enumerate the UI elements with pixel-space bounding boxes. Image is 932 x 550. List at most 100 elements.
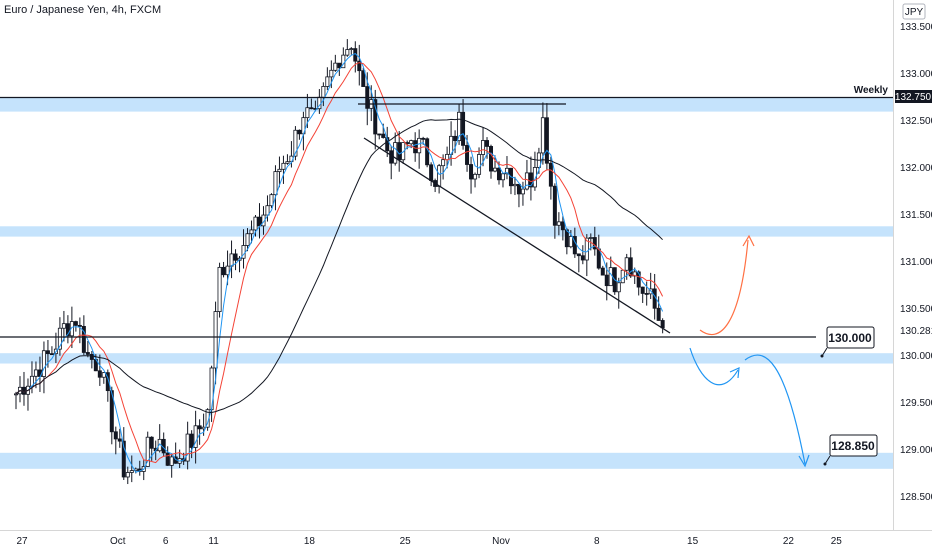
candle-body (373, 99, 378, 135)
candle-body (297, 129, 302, 135)
bearish-retest-arrow[interactable] (689, 347, 739, 386)
candle-body (496, 167, 501, 181)
x-tick-label: 8 (594, 536, 600, 547)
callout-target-text: 128.850 (831, 439, 875, 453)
weekly-price-badge (895, 90, 932, 103)
candle-body (540, 117, 545, 154)
candle-body (481, 140, 486, 155)
candle-body (33, 369, 38, 377)
candle-body (81, 326, 86, 353)
candle-body (409, 140, 414, 145)
candle-body (233, 253, 238, 261)
candle-body (560, 221, 565, 231)
candle-body (273, 171, 278, 196)
candle-body (544, 117, 549, 164)
candle-body (285, 161, 290, 164)
candle-body (73, 321, 78, 326)
currency-badge[interactable] (902, 3, 926, 20)
candle-body (49, 353, 54, 356)
candle-body (492, 167, 497, 172)
candle-body (117, 438, 122, 442)
time-axis[interactable]: 27 Oct 6 11 18 25 Nov 8 15 22 25 (16, 536, 842, 547)
candle-body (361, 70, 366, 87)
y-tick-label: 129.000 (900, 445, 932, 456)
candle-body (109, 390, 114, 433)
candle-body (249, 229, 254, 235)
ma-mid-line (15, 62, 664, 464)
weekly-label: Weekly (854, 85, 889, 96)
candle-body (624, 257, 629, 271)
bearish-target-arrow[interactable] (744, 354, 806, 465)
candle-body (592, 237, 597, 250)
weekly-price-label: 132.750 (895, 92, 932, 103)
candle-body (149, 436, 154, 449)
candle-body (504, 167, 509, 175)
x-tick-label: 25 (400, 536, 412, 547)
candle-body (608, 267, 613, 287)
currency-label: JPY (905, 7, 924, 18)
price-axis[interactable]: 133.500 133.000 132.500 132.000 131.500 131.0… (900, 22, 932, 503)
candle-body (524, 172, 529, 190)
candle-body (473, 173, 478, 180)
y-tick-label: 133.500 (900, 22, 932, 33)
candle-body (193, 425, 198, 448)
candle-body (89, 354, 94, 360)
bullish-projection-arrow[interactable] (699, 239, 749, 336)
zone-zone-128-9 (0, 452, 893, 469)
candle-body (77, 324, 82, 327)
candle-body (437, 165, 442, 187)
candle-body (41, 350, 46, 377)
y-tick-label: 131.000 (900, 257, 932, 268)
candle-body (65, 323, 70, 337)
candle-body (357, 60, 362, 72)
y-tick-label: 132.500 (900, 116, 932, 127)
candle-body (333, 62, 338, 71)
candle-body (620, 269, 625, 284)
y-tick-label: 130.000 (900, 351, 932, 362)
candle-body (97, 370, 102, 378)
y-tick-label: 131.500 (900, 210, 932, 221)
y-tick-label: 132.000 (900, 163, 932, 174)
candle-body (532, 167, 537, 188)
y-tick-label: 128.500 (900, 492, 932, 503)
bearish-retest-arrowhead (729, 367, 740, 379)
candle-body (217, 266, 222, 312)
candle-body (197, 425, 202, 430)
candle-body (277, 168, 282, 173)
candle-body (381, 133, 386, 138)
candle-body (568, 236, 573, 248)
callout-target[interactable]: 128.850 (823, 434, 878, 466)
candle-body (349, 48, 354, 50)
candle-body (477, 154, 482, 175)
candle-body (457, 111, 462, 142)
y-tick-label: 129.500 (900, 398, 932, 409)
candle-body (512, 183, 517, 187)
candle-body (281, 162, 286, 170)
candle-body (413, 140, 418, 154)
candle-body (213, 311, 218, 369)
candle-body (121, 440, 126, 478)
bearish-target-arrowhead (798, 454, 810, 468)
descending-trendline[interactable] (363, 137, 671, 334)
candle-body (105, 372, 110, 392)
candle-body (61, 323, 66, 329)
y-tick-label: 130.500 (900, 304, 932, 315)
candle-body (548, 162, 553, 187)
candle-body (145, 436, 150, 467)
callout-130[interactable]: 130.000 (820, 326, 875, 358)
candle-body (377, 133, 382, 136)
x-tick-label: 15 (687, 536, 699, 547)
candle-body (45, 350, 50, 355)
candle-body (293, 129, 298, 157)
x-tick-label: 18 (304, 536, 316, 547)
callout-130-text: 130.000 (828, 331, 872, 345)
candle-body (69, 321, 74, 337)
candle-body (429, 164, 434, 181)
candle-body (245, 233, 250, 246)
candle-body (113, 431, 118, 440)
candle-body (644, 293, 649, 295)
zone-zone-131-3 (0, 226, 893, 237)
current-price-label: 130.281 (900, 326, 932, 337)
candle-body (397, 142, 402, 161)
